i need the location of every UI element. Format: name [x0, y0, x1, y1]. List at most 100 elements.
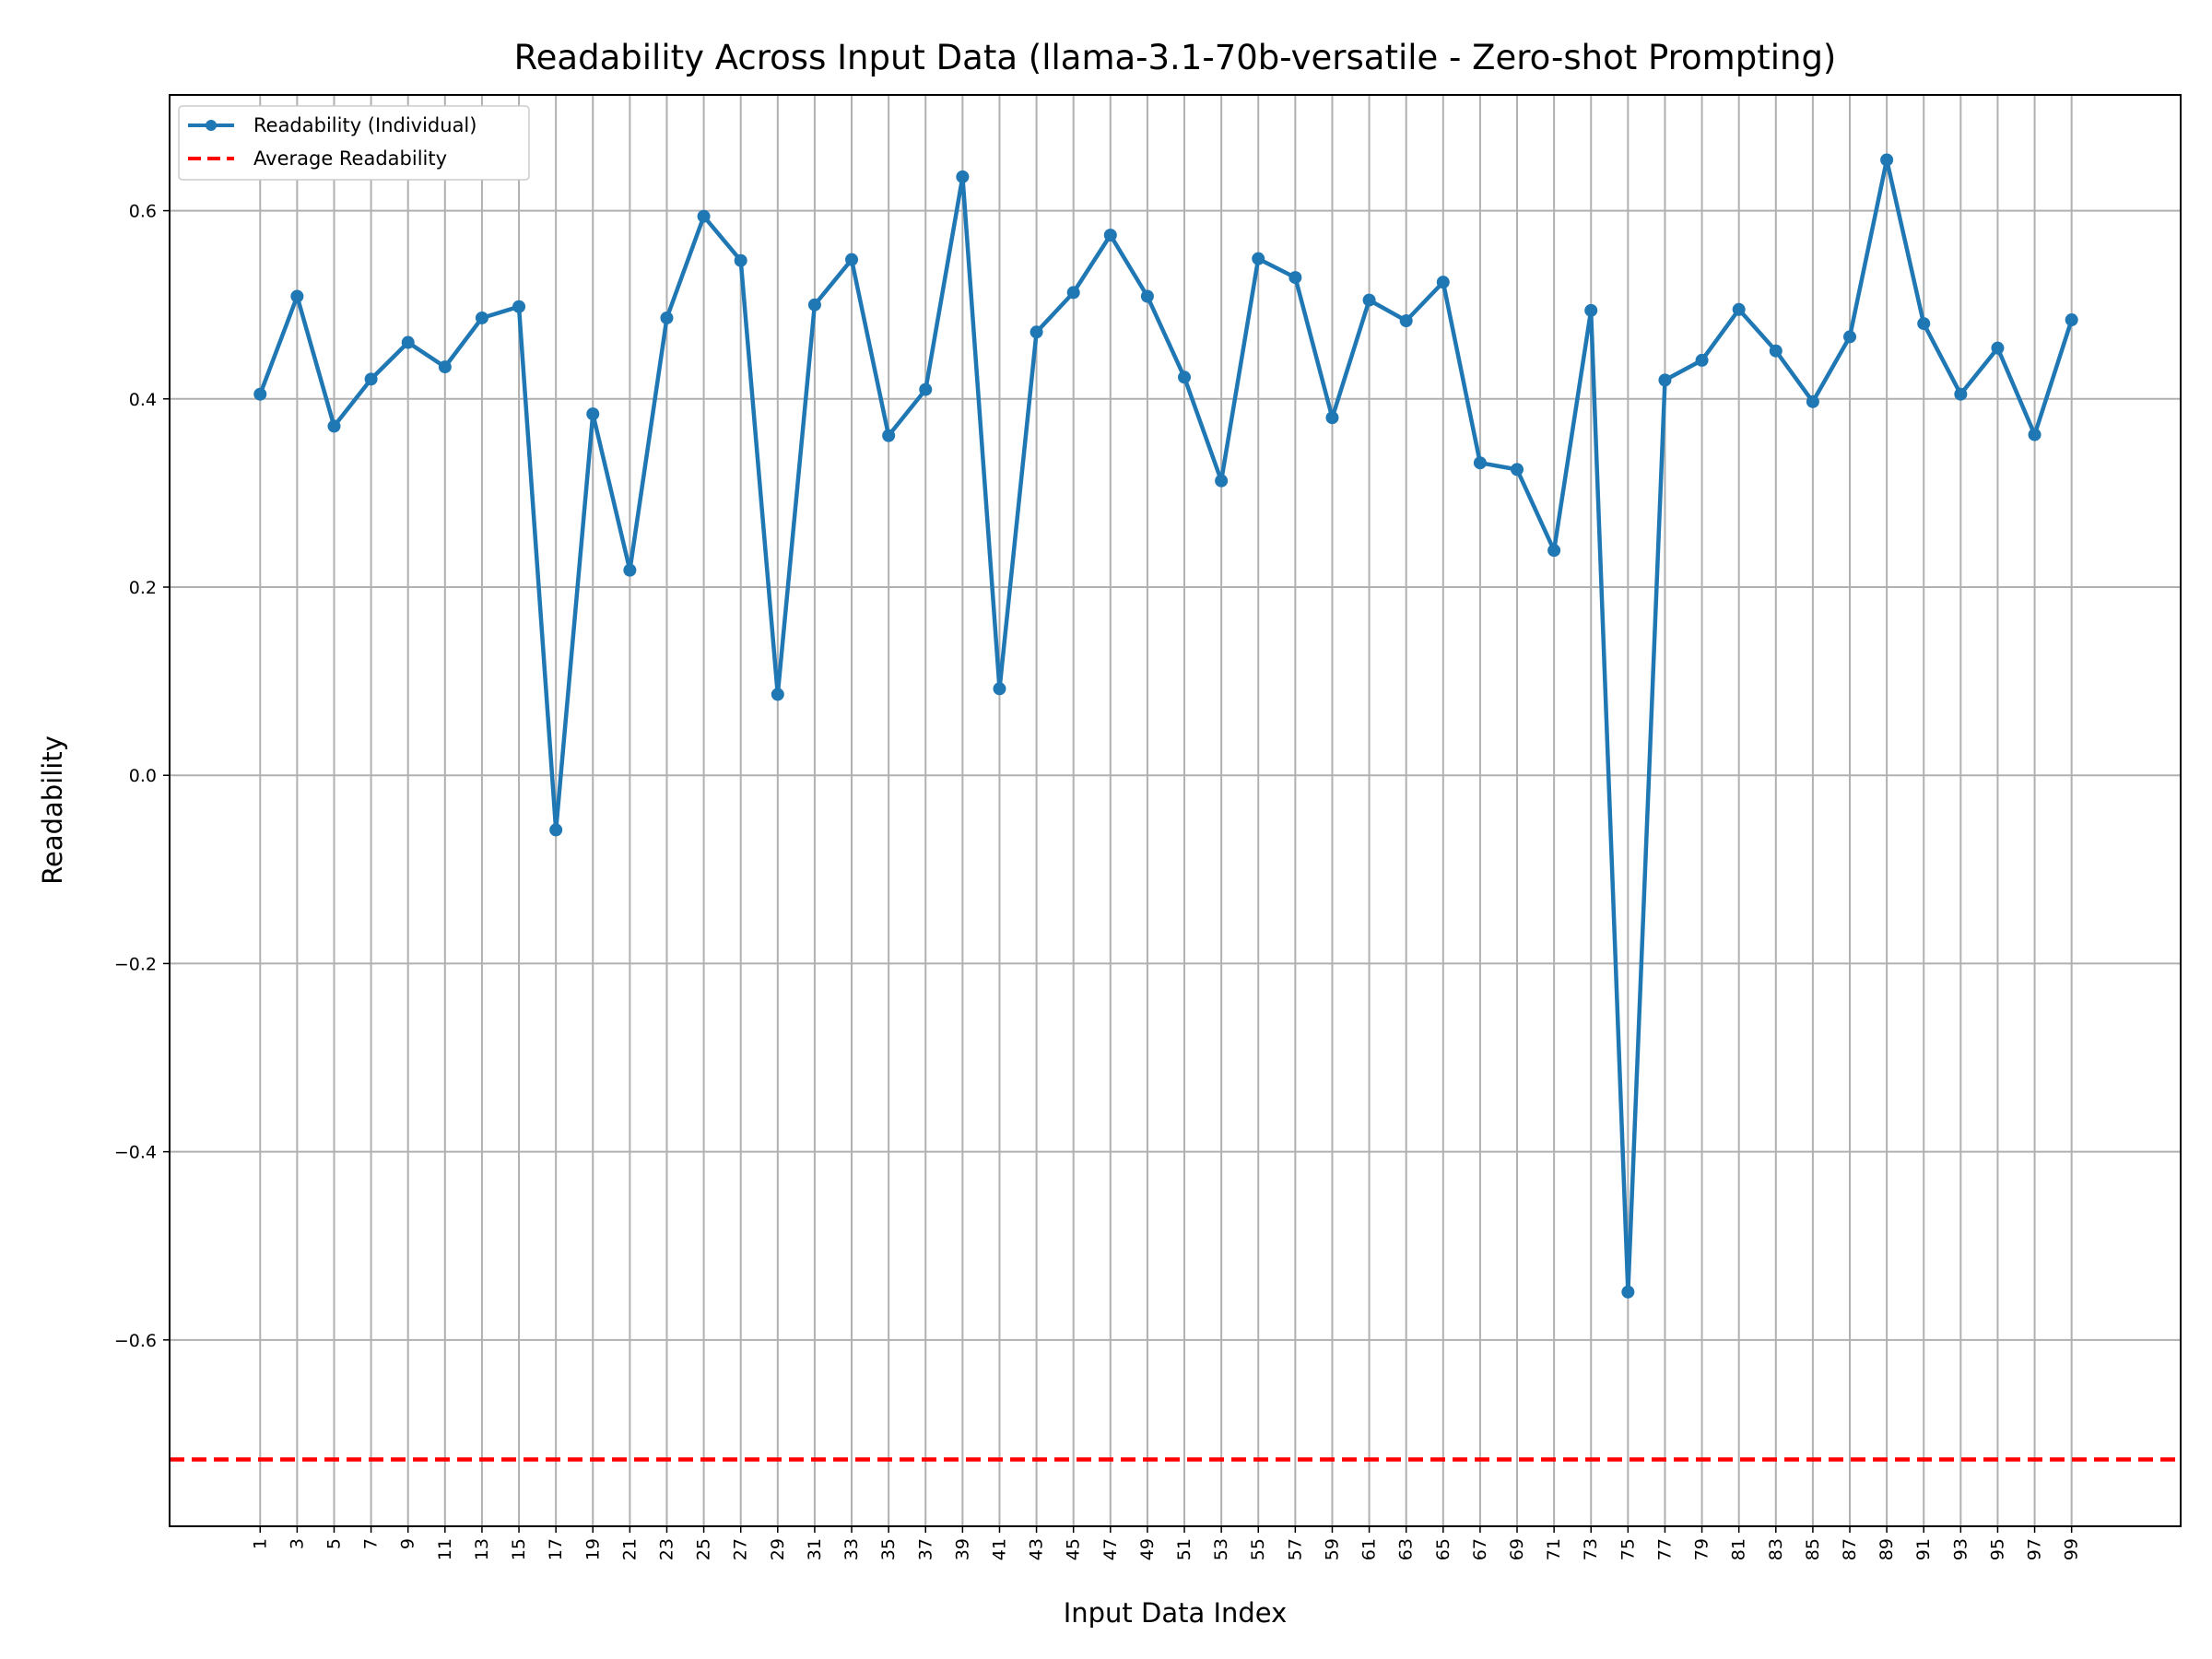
x-tick-label: 95: [1987, 1538, 2007, 1560]
x-tick-label: 69: [1507, 1538, 1527, 1560]
readability-point: [1436, 276, 1450, 289]
readability-point: [956, 170, 970, 183]
readability-point: [807, 298, 821, 312]
readability-point: [1843, 330, 1857, 344]
y-tick-label: 0.0: [129, 766, 157, 786]
readability-point: [549, 823, 563, 837]
readability-point: [1658, 373, 1672, 387]
x-tick-label: 51: [1174, 1538, 1194, 1560]
readability-point: [1399, 314, 1413, 328]
y-tick-label: −0.2: [114, 954, 157, 974]
readability-point: [1030, 325, 1043, 339]
x-tick-label: 39: [952, 1538, 972, 1560]
x-tick-label: 3: [287, 1538, 307, 1549]
legend-label-individual: Readability (Individual): [253, 114, 477, 136]
readability-point: [438, 360, 452, 374]
x-tick-label: 75: [1618, 1538, 1638, 1560]
x-tick-label: 17: [546, 1538, 566, 1560]
readability-point: [327, 419, 341, 433]
x-tick-layer: 1 3 5 7 9 11 13 15 17 19 21 23 25 27 29 31 33 35 37 39 41 43 4…: [250, 1526, 2082, 1560]
y-tick-label: 0.4: [129, 390, 157, 410]
x-tick-label: 19: [582, 1538, 603, 1560]
x-tick-label: 59: [1322, 1538, 1342, 1560]
readability-point: [401, 335, 415, 349]
readability-point: [1806, 394, 1819, 408]
readability-point: [512, 300, 526, 313]
x-tick-label: 31: [805, 1538, 825, 1560]
x-tick-label: 87: [1840, 1538, 1860, 1560]
readability-point: [1140, 289, 1154, 303]
readability-point: [660, 311, 674, 324]
readability-point: [1621, 1285, 1635, 1299]
x-tick-label: 21: [619, 1538, 640, 1560]
readability-point: [1511, 463, 1524, 477]
x-tick-label: 49: [1137, 1538, 1158, 1560]
readability-point: [1769, 344, 1783, 358]
x-tick-label: 79: [1692, 1538, 1712, 1560]
series-layer: [253, 153, 2078, 1299]
x-tick-label: 35: [878, 1538, 899, 1560]
readability-point: [845, 253, 859, 266]
readability-point: [290, 289, 304, 303]
x-tick-label: 85: [1803, 1538, 1823, 1560]
x-tick-label: 41: [989, 1538, 1009, 1560]
readability-point: [1252, 252, 1265, 265]
readability-point: [364, 372, 378, 386]
readability-point: [1991, 341, 2005, 355]
chart-title: Readability Across Input Data (llama-3.1…: [514, 38, 1837, 77]
x-tick-label: 67: [1470, 1538, 1490, 1560]
readability-point: [623, 563, 637, 577]
readability-point: [697, 209, 711, 223]
legend: Readability (Individual) Average Readabi…: [178, 105, 530, 181]
readability-point: [1103, 229, 1117, 242]
x-tick-label: 81: [1729, 1538, 1749, 1560]
y-tick-label: −0.4: [114, 1143, 157, 1163]
x-tick-label: 91: [1913, 1538, 1934, 1560]
y-axis-label: Readability: [37, 735, 68, 885]
readability-point: [475, 311, 488, 324]
x-tick-label: 77: [1654, 1538, 1675, 1560]
x-tick-label: 9: [398, 1538, 418, 1549]
x-tick-label: 25: [694, 1538, 714, 1560]
x-tick-label: 65: [1433, 1538, 1453, 1560]
readability-point: [1547, 544, 1561, 558]
x-tick-label: 11: [435, 1538, 455, 1560]
x-tick-label: 83: [1766, 1538, 1786, 1560]
legend-label-average: Average Readability: [253, 147, 447, 170]
x-tick-label: 33: [841, 1538, 862, 1560]
readability-point: [1917, 317, 1931, 331]
readability-point: [1954, 387, 1968, 401]
x-tick-label: 47: [1100, 1538, 1121, 1560]
x-tick-label: 43: [1027, 1538, 1047, 1560]
readability-point: [1215, 474, 1229, 488]
x-tick-label: 7: [361, 1538, 382, 1549]
x-tick-label: 29: [768, 1538, 788, 1560]
x-tick-label: 37: [915, 1538, 935, 1560]
readability-point: [1695, 353, 1709, 367]
readability-point: [993, 682, 1006, 696]
x-tick-label: 99: [2062, 1538, 2082, 1560]
readability-point: [1362, 293, 1376, 307]
y-tick-label: −0.6: [114, 1331, 157, 1351]
x-tick-label: 45: [1064, 1538, 1084, 1560]
x-tick-label: 5: [324, 1538, 344, 1549]
x-tick-label: 63: [1396, 1538, 1417, 1560]
y-tick-layer: 0.6 0.4 0.2 0.0 −0.2 −0.4 −0.6: [114, 202, 170, 1351]
readability-point: [2065, 313, 2078, 327]
x-tick-label: 93: [1950, 1538, 1971, 1560]
x-tick-label: 71: [1544, 1538, 1564, 1560]
readability-point: [1066, 286, 1080, 300]
legend-marker-individual: [206, 120, 217, 131]
readability-point: [1880, 153, 1894, 167]
x-tick-label: 27: [731, 1538, 751, 1560]
x-axis-label: Input Data Index: [1064, 1597, 1288, 1629]
readability-point: [253, 387, 267, 401]
readability-point: [1473, 456, 1487, 470]
readability-point: [1288, 271, 1302, 285]
readability-point: [2028, 428, 2041, 441]
readability-point: [1732, 302, 1746, 316]
readability-point: [586, 407, 600, 421]
readability-series-line: [258, 158, 2074, 1295]
